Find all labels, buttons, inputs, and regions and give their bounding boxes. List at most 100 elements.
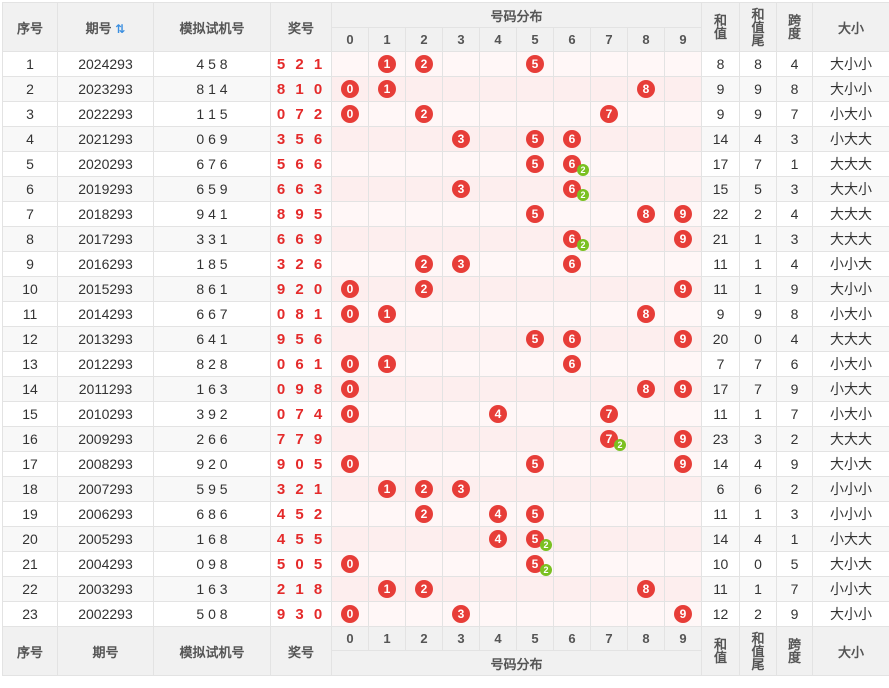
digit-cell-1: 1 bbox=[369, 352, 406, 377]
row-period: 2004293 bbox=[58, 552, 154, 577]
digit-cell-9 bbox=[665, 177, 702, 202]
row-prize: 5 0 5 bbox=[271, 552, 332, 577]
number-ball: 0 bbox=[341, 280, 359, 298]
row-sim: 8 2 8 bbox=[154, 352, 271, 377]
digit-cell-0 bbox=[332, 52, 369, 77]
digit-cell-2 bbox=[406, 302, 443, 327]
row-sum: 11 bbox=[702, 577, 740, 602]
row-period: 2019293 bbox=[58, 177, 154, 202]
digit-cell-7 bbox=[591, 477, 628, 502]
digit-cell-4 bbox=[480, 377, 517, 402]
digit-cell-9 bbox=[665, 252, 702, 277]
footer-digit-8: 8 bbox=[628, 627, 665, 651]
number-ball: 0 bbox=[341, 605, 359, 623]
digit-cell-3 bbox=[443, 377, 480, 402]
digit-cell-4 bbox=[480, 52, 517, 77]
row-sum-tail: 1 bbox=[740, 227, 777, 252]
row-span: 8 bbox=[777, 77, 813, 102]
row-span: 3 bbox=[777, 502, 813, 527]
row-size: 小大小 bbox=[813, 102, 889, 127]
row-seq: 6 bbox=[3, 177, 58, 202]
digit-cell-7 bbox=[591, 177, 628, 202]
digit-cell-9 bbox=[665, 127, 702, 152]
row-seq: 4 bbox=[3, 127, 58, 152]
row-seq: 18 bbox=[3, 477, 58, 502]
row-span: 9 bbox=[777, 277, 813, 302]
digit-cell-8 bbox=[628, 327, 665, 352]
digit-cell-1 bbox=[369, 452, 406, 477]
number-ball: 6 bbox=[563, 330, 581, 348]
digit-cell-0 bbox=[332, 177, 369, 202]
number-ball: 8 bbox=[637, 205, 655, 223]
digit-cell-7 bbox=[591, 127, 628, 152]
row-prize: 2 1 8 bbox=[271, 577, 332, 602]
footer-digit-9: 9 bbox=[665, 627, 702, 651]
digit-cell-9 bbox=[665, 102, 702, 127]
digit-cell-0 bbox=[332, 527, 369, 552]
number-ball: 4 bbox=[489, 405, 507, 423]
digit-cell-8 bbox=[628, 102, 665, 127]
digit-cell-3: 3 bbox=[443, 252, 480, 277]
digit-cell-0: 0 bbox=[332, 402, 369, 427]
number-ball: 2 bbox=[415, 505, 433, 523]
row-period: 2018293 bbox=[58, 202, 154, 227]
row-size: 小小大 bbox=[813, 252, 889, 277]
header-size: 大小 bbox=[813, 3, 889, 52]
number-ball: 3 bbox=[452, 255, 470, 273]
row-sum-tail: 1 bbox=[740, 252, 777, 277]
row-sim: 9 2 0 bbox=[154, 452, 271, 477]
digit-cell-1: 1 bbox=[369, 477, 406, 502]
header-sum-tail-label: 和值尾 bbox=[752, 7, 765, 48]
row-seq: 22 bbox=[3, 577, 58, 602]
row-seq: 16 bbox=[3, 427, 58, 452]
row-size: 大小小 bbox=[813, 52, 889, 77]
row-period: 2021293 bbox=[58, 127, 154, 152]
row-size: 小大小 bbox=[813, 402, 889, 427]
digit-cell-2 bbox=[406, 227, 443, 252]
row-size: 小大小 bbox=[813, 302, 889, 327]
row-span: 2 bbox=[777, 477, 813, 502]
number-ball: 9 bbox=[674, 430, 692, 448]
digit-cell-2: 2 bbox=[406, 502, 443, 527]
digit-cell-7: 7 bbox=[591, 102, 628, 127]
digit-cell-5 bbox=[517, 577, 554, 602]
digit-cell-7 bbox=[591, 152, 628, 177]
row-period: 2023293 bbox=[58, 77, 154, 102]
sort-icon[interactable]: ⇅ bbox=[115, 22, 125, 36]
header-digit-9: 9 bbox=[665, 28, 702, 52]
digit-cell-3 bbox=[443, 527, 480, 552]
digit-cell-9: 9 bbox=[665, 427, 702, 452]
row-span: 1 bbox=[777, 152, 813, 177]
digit-cell-7 bbox=[591, 52, 628, 77]
row-period: 2013293 bbox=[58, 327, 154, 352]
number-ball: 3 bbox=[452, 180, 470, 198]
header-digit-5: 5 bbox=[517, 28, 554, 52]
digit-cell-1 bbox=[369, 102, 406, 127]
digit-cell-7 bbox=[591, 277, 628, 302]
digit-cell-8: 8 bbox=[628, 577, 665, 602]
row-prize: 0 7 2 bbox=[271, 102, 332, 127]
digit-cell-4 bbox=[480, 77, 517, 102]
digit-cell-2: 2 bbox=[406, 577, 443, 602]
row-sum: 9 bbox=[702, 102, 740, 127]
digit-cell-0 bbox=[332, 427, 369, 452]
digit-cell-0: 0 bbox=[332, 352, 369, 377]
number-ball: 1 bbox=[378, 580, 396, 598]
digit-cell-5 bbox=[517, 377, 554, 402]
header-digit-0: 0 bbox=[332, 28, 369, 52]
row-sim: 6 8 6 bbox=[154, 502, 271, 527]
digit-cell-6: 6 bbox=[554, 327, 591, 352]
header-period-sort[interactable]: 期号 ⇅ bbox=[58, 3, 154, 52]
digit-cell-8 bbox=[628, 427, 665, 452]
row-prize: 5 6 6 bbox=[271, 152, 332, 177]
digit-cell-5 bbox=[517, 352, 554, 377]
